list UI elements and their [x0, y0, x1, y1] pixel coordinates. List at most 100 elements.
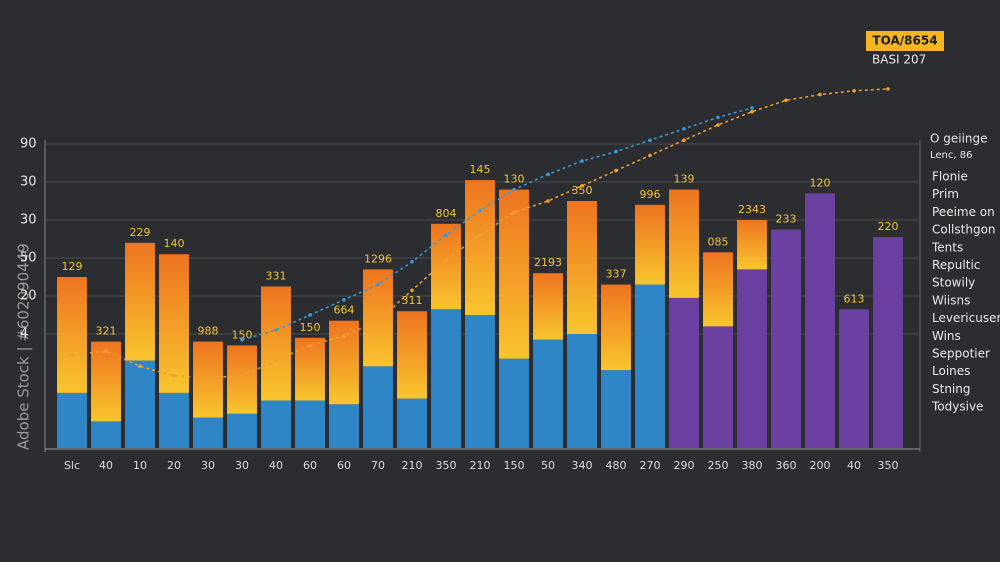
bar-segment: [295, 337, 325, 401]
y-tick-label: 30: [20, 175, 37, 190]
line-dot: [70, 353, 74, 357]
side-label: Todysive: [931, 400, 983, 414]
x-tick-label: 480: [606, 459, 627, 472]
bar-label: 140: [164, 237, 185, 250]
x-tick-label: 210: [402, 459, 423, 472]
bar-segment: [193, 417, 223, 448]
bar-label: 085: [708, 235, 729, 248]
bar-label: 220: [878, 220, 899, 233]
bar-segment: [737, 220, 767, 270]
x-tick-label: 210: [470, 459, 491, 472]
x-tick-label: 40: [847, 459, 861, 472]
y-tick-label: 50: [20, 251, 37, 266]
side-label: Tents: [931, 240, 963, 254]
bar-segment: [261, 400, 291, 448]
bar-segment: [567, 334, 597, 448]
trend-line: [71, 88, 889, 379]
side-label: Stning: [932, 382, 970, 396]
bar-segment: [533, 339, 563, 448]
y-tick-label: 90: [20, 137, 37, 152]
bar-segment: [635, 204, 665, 285]
bar-segment: [873, 237, 903, 448]
trend-line: [241, 107, 753, 341]
side-label: Seppotier: [932, 347, 990, 361]
watermark: Adobe Stock | #602090449: [15, 243, 33, 450]
bar-segment: [839, 309, 869, 448]
bar-label: 311: [402, 294, 423, 307]
line-dot: [172, 374, 176, 378]
side-label: Flonie: [932, 170, 968, 184]
bar-label: 664: [334, 304, 355, 317]
x-tick-label: 150: [504, 459, 525, 472]
x-tick-label: 250: [708, 459, 729, 472]
bar-segment: [737, 269, 767, 448]
bar-segment: [635, 284, 665, 448]
bar-segment: [159, 254, 189, 393]
x-tick-label: 10: [133, 459, 147, 472]
x-tick-label: 70: [371, 459, 385, 472]
line-dot: [750, 106, 754, 110]
y-tick-label: 20: [20, 289, 37, 304]
bar-segment: [91, 421, 121, 448]
badge-subtitle: BASI 207: [872, 53, 926, 67]
bar-segment: [465, 315, 495, 448]
bar-label: 2343: [738, 203, 766, 216]
bar-segment: [431, 223, 461, 310]
bar-segment: [193, 341, 223, 418]
legend-subtitle: Lenc, 86: [930, 150, 972, 161]
bar-label: 229: [130, 226, 151, 239]
x-tick-label: 290: [674, 459, 695, 472]
x-tick-label: 60: [337, 459, 351, 472]
bar-segment: [227, 345, 257, 414]
x-tick-label: 20: [167, 459, 181, 472]
bar-label: 613: [844, 292, 865, 305]
x-tick-label: 350: [436, 459, 457, 472]
bar-segment: [567, 201, 597, 334]
x-tick-label: 30: [201, 459, 215, 472]
bar-label: 331: [266, 270, 287, 283]
bar-label: 337: [606, 268, 627, 281]
line-dot: [104, 349, 108, 353]
bar-segment: [57, 277, 87, 393]
bar-label: 996: [640, 188, 661, 201]
y-tick-label: 30: [20, 213, 37, 228]
bar-label: 2193: [534, 256, 562, 269]
bar-label: 120: [810, 176, 831, 189]
bar-segment: [601, 370, 631, 448]
side-label: Peeime on: [932, 205, 995, 219]
bar-label: 988: [198, 325, 219, 338]
side-label: Loines: [932, 364, 970, 378]
bar-label: 150: [232, 328, 253, 341]
bar-segment: [397, 398, 427, 448]
bar-segment: [771, 229, 801, 448]
bar-label: 1296: [364, 252, 392, 265]
bar-label: 233: [776, 213, 797, 226]
bar-segment: [159, 392, 189, 448]
side-label: Wiisns: [932, 293, 970, 307]
badge-box: [866, 31, 944, 51]
x-tick-label: 350: [878, 459, 899, 472]
x-tick-label: 40: [269, 459, 283, 472]
bar-segment: [363, 366, 393, 448]
bar-label: 150: [300, 321, 321, 334]
bar-segment: [329, 320, 359, 405]
bar-segment: [91, 341, 121, 422]
bar-label: 129: [62, 260, 83, 273]
bar-segment: [499, 358, 529, 448]
legend-title: O geiinge: [930, 132, 988, 146]
side-label: Repultic: [932, 258, 980, 272]
bar-label: 350: [572, 184, 593, 197]
bar-segment: [397, 311, 427, 399]
bar-segment: [295, 400, 325, 448]
bar-segment: [703, 252, 733, 327]
bar-label: 130: [504, 173, 525, 186]
bar-segment: [669, 189, 699, 298]
bar-segment: [125, 360, 155, 448]
x-tick-label: 60: [303, 459, 317, 472]
side-label: Wins: [932, 329, 961, 343]
bar-segment: [601, 284, 631, 371]
line-dot: [750, 109, 754, 114]
bar-segment: [465, 180, 495, 315]
